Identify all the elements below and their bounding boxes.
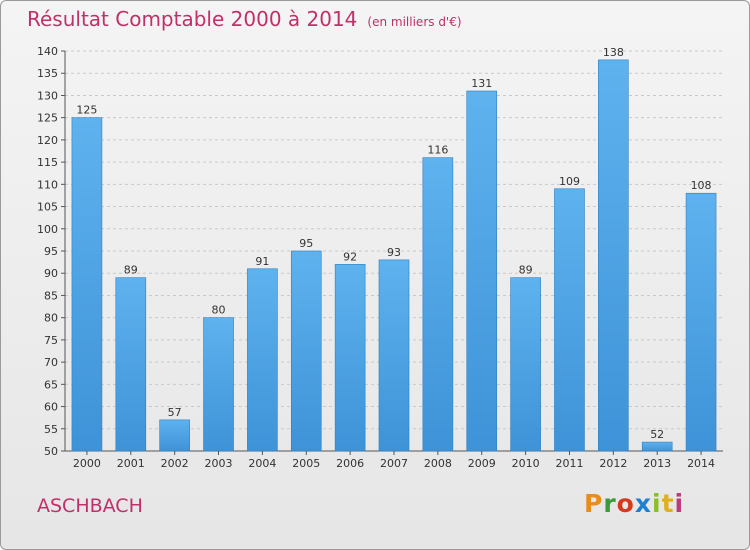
bar-value-label: 93 <box>387 246 401 259</box>
proxiti-logo: Proxiti <box>584 489 684 518</box>
x-tick-label: 2008 <box>424 457 452 470</box>
bar <box>641 441 673 452</box>
bar <box>598 59 629 452</box>
x-tick-label: 2011 <box>555 457 583 470</box>
bar-value-label: 57 <box>168 406 182 419</box>
y-tick-label: 75 <box>44 334 58 347</box>
logo-letter: P <box>584 489 604 518</box>
y-tick-label: 90 <box>44 267 58 280</box>
bar <box>290 250 322 452</box>
bar-value-label: 80 <box>212 304 226 317</box>
bar <box>159 419 190 452</box>
bar-value-label: 131 <box>471 77 492 90</box>
bar <box>247 268 278 452</box>
y-tick-label: 95 <box>44 245 58 258</box>
logo-letter: r <box>603 489 617 518</box>
bar-value-label: 89 <box>519 264 533 277</box>
y-tick-label: 50 <box>44 445 58 458</box>
bar <box>422 157 454 452</box>
bar-value-label: 91 <box>255 255 269 268</box>
bar <box>115 277 147 452</box>
y-tick-label: 140 <box>37 45 58 58</box>
logo-letter: x <box>634 489 652 518</box>
logo-letter: i <box>674 489 685 518</box>
bar <box>334 264 366 452</box>
bar <box>203 317 234 452</box>
bar-value-label: 109 <box>559 175 580 188</box>
place-name: ASCHBACH <box>37 495 143 517</box>
y-tick-label: 65 <box>44 378 58 391</box>
x-tick-label: 2003 <box>205 457 233 470</box>
y-tick-label: 105 <box>37 201 58 214</box>
x-tick-label: 2009 <box>468 457 496 470</box>
y-tick-label: 120 <box>37 134 58 147</box>
y-tick-label: 55 <box>44 423 58 436</box>
x-tick-label: 2006 <box>336 457 364 470</box>
chart-title-block: Résultat Comptable 2000 à 2014 (en millie… <box>27 7 462 31</box>
bar-value-label: 92 <box>343 250 357 263</box>
bar <box>685 192 717 452</box>
y-tick-label: 80 <box>44 312 58 325</box>
y-tick-label: 60 <box>44 401 58 414</box>
logo-letter: o <box>616 489 635 518</box>
chart-title: Résultat Comptable 2000 à 2014 <box>27 7 358 31</box>
x-tick-label: 2002 <box>161 457 189 470</box>
y-tick-label: 125 <box>37 112 58 125</box>
x-tick-label: 2001 <box>117 457 145 470</box>
y-tick-label: 110 <box>37 178 58 191</box>
bar-value-label: 52 <box>650 428 664 441</box>
x-tick-label: 2004 <box>248 457 276 470</box>
y-tick-label: 100 <box>37 223 58 236</box>
y-tick-label: 85 <box>44 289 58 302</box>
bar-value-label: 116 <box>427 144 448 157</box>
x-tick-label: 2010 <box>512 457 540 470</box>
bar-value-label: 89 <box>124 264 138 277</box>
x-tick-label: 2014 <box>687 457 715 470</box>
y-tick-label: 115 <box>37 156 58 169</box>
y-tick-label: 135 <box>37 67 58 80</box>
y-tick-label: 130 <box>37 89 58 102</box>
chart-subtitle: (en milliers d'€) <box>367 15 462 29</box>
bar-value-label: 108 <box>691 179 712 192</box>
logo-letter: i <box>652 489 662 518</box>
logo-letter: t <box>661 489 675 518</box>
bar <box>466 90 498 452</box>
bar <box>378 259 410 452</box>
x-tick-label: 2000 <box>73 457 101 470</box>
x-tick-label: 2005 <box>292 457 320 470</box>
bar <box>510 277 541 452</box>
bar-value-label: 95 <box>299 237 313 250</box>
y-tick-label: 70 <box>44 356 58 369</box>
x-tick-label: 2012 <box>599 457 627 470</box>
bar-value-label: 138 <box>603 46 624 59</box>
bar <box>554 188 585 452</box>
bar <box>71 117 103 452</box>
x-tick-label: 2013 <box>643 457 671 470</box>
bar-value-label: 125 <box>76 104 97 117</box>
x-tick-label: 2007 <box>380 457 408 470</box>
